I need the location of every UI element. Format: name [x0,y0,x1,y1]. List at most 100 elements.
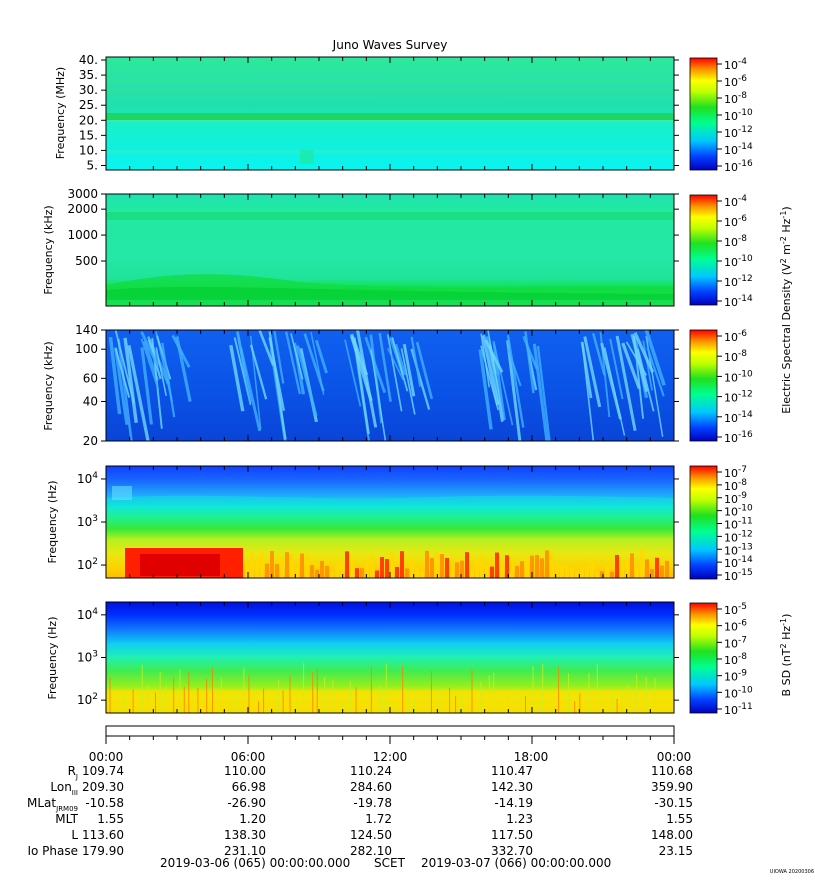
ephemeris-label: L [71,828,78,842]
ytick-label: 3000 [67,187,98,201]
emission-bar [630,553,634,578]
ephemeris-label: LonIII [50,780,78,797]
scet-end: 2019-03-07 (066) 00:00:00.000 [421,856,611,870]
colorbar-tick-base: 10 [724,59,738,72]
ephemeris-value: 109.74 [82,764,124,778]
ephemeris-label: Io Phase [27,844,78,858]
colorbar-tick-base: 10 [724,392,738,405]
ephemeris-value: 1.55 [666,812,693,826]
colorbar-tick-exp: -6 [738,619,747,629]
emission-bar [570,568,574,578]
colorbar-tick-base: 10 [724,331,738,344]
emission-bar [620,564,624,578]
colorbar-tick-exp: -14 [738,294,753,304]
colorbar-tick-label: 10-14 [724,294,753,309]
ytick-label: 102 [77,692,98,707]
ephemeris-value: 148.00 [651,828,693,842]
streak [637,348,655,412]
colorbar-tick-label: 10-16 [724,159,753,174]
colorbar-tick-label: 10-10 [724,108,753,123]
emission-bar [330,571,334,578]
colorbar-tick-label: 10-6 [724,74,747,89]
time-tick-label: 00:00 [89,750,124,764]
colorbar-tick-exp: -9 [738,491,747,501]
yaxis-ticks-3: 140 100 60 40 20 [75,323,679,448]
streak [171,334,191,368]
ytick-label: 103 [77,514,98,529]
ytick-exp: 4 [92,607,98,617]
streak [481,334,500,406]
emission-bar [595,571,599,578]
streak [344,339,362,407]
streak [478,349,493,430]
colorbar-tick-base: 10 [724,412,738,425]
emission-bar [525,561,529,578]
ytick-label: 500 [75,254,98,268]
panel-3-streaks [108,329,666,442]
ephemeris-label-sub: JRM09 [55,805,78,813]
streak [492,341,506,421]
ytick-label: 10. [79,143,98,157]
streak [532,343,549,442]
colorbar-tick-label: 10-12 [724,274,753,289]
streak [356,329,378,428]
time-tick-label: 06:00 [231,750,266,764]
emission-bar [335,565,339,578]
ephemeris-value: 231.10 [224,844,266,858]
emission-bar [560,565,564,578]
ytick-exp: 3 [92,650,98,660]
emission-bar [585,565,589,578]
colorbar-tick-base: 10 [724,604,738,617]
colorbar-tick-base: 10 [724,621,738,634]
panel-4-image [106,466,674,578]
ytick-exp: 2 [92,692,98,702]
ephemeris-label: MLatJRM09 [27,796,78,813]
streak [484,339,504,373]
emission-bar [305,554,309,578]
emission-bar [390,551,394,578]
ephemeris-label-sub: III [72,789,78,797]
ephemeris-value: 124.50 [350,828,392,842]
streak [310,331,325,395]
colorbar-tick-exp: -8 [738,91,747,101]
streak [581,342,595,442]
streak [273,330,285,384]
streak [370,349,387,442]
ephemeris-value: 110.24 [350,764,392,778]
ephemeris-label: MLT [55,812,78,826]
streak [536,345,551,442]
colorbar-tick-base: 10 [724,144,738,157]
colorbar-tick-label: 10-16 [724,430,753,445]
emission-bar [575,570,579,578]
ytick-label: 60 [83,371,98,385]
streak [386,334,403,412]
colorbar-tick-label: 10-14 [724,410,753,425]
emission-bar [255,557,259,578]
emission-bar [515,565,519,578]
emission-bar [485,564,489,578]
colorbar-tick-label: 10-14 [724,555,753,570]
streak [391,337,409,392]
panel-1-yaxis: 40.35.30.25.20.15.10.5. Frequency (MHz) [54,53,679,172]
streak [632,335,645,419]
streak [395,343,407,376]
streak [410,336,422,387]
colorbar-tick-base: 10 [724,161,738,174]
ytick-label: 104 [77,471,98,486]
yaxis-label-3: Frequency (kHz) [42,341,55,430]
emission-bar [640,550,644,578]
ephemeris-value: 284.60 [350,780,392,794]
emission-bar [635,568,639,578]
ephemeris-value: -19.78 [353,796,392,810]
ephemeris-label-text: Lon [50,780,71,794]
emission-bar [400,551,404,578]
ephemeris-value: 138.30 [224,828,266,842]
emission-bar [325,565,329,578]
colorbar-label-magnetic: B SD (nT2 Hz-1) [779,614,793,697]
ytick-label: 104 [77,607,98,622]
ephemeris-label-text: MLat [27,796,56,810]
